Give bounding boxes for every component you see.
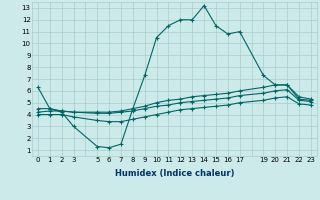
- X-axis label: Humidex (Indice chaleur): Humidex (Indice chaleur): [115, 169, 234, 178]
